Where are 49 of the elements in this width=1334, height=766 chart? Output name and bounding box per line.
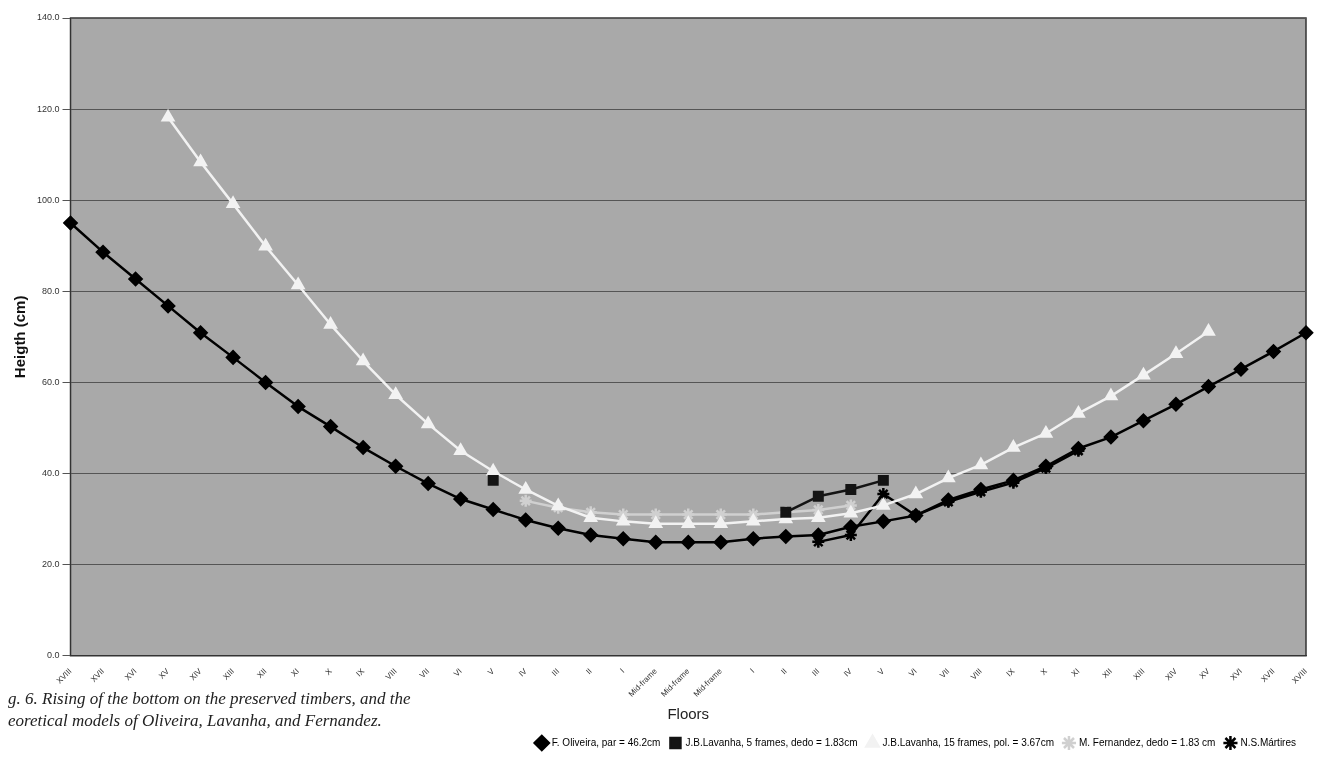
x-tick-label: III bbox=[810, 666, 822, 678]
legend-label: J.B.Lavanha, 15 frames, pol. = 3.67cm bbox=[882, 736, 1054, 748]
x-tick-label: VII bbox=[938, 666, 952, 681]
x-tick-label: XI bbox=[1069, 666, 1082, 679]
x-tick-label: XIV bbox=[1163, 666, 1180, 683]
x-tick-label: IV bbox=[516, 666, 530, 679]
x-tick-label: XI bbox=[289, 666, 302, 679]
x-tick-label: XIII bbox=[1131, 666, 1147, 682]
x-tick-label: IX bbox=[354, 666, 367, 679]
legend-label: M. Fernandez, dedo = 1.83 cm bbox=[1078, 736, 1216, 748]
y-tick-label: 80.0 bbox=[41, 285, 60, 296]
y-tick-label: 140.0 bbox=[36, 12, 60, 23]
legend-label: J.B.Lavanha, 5 frames, dedo = 1.83cm bbox=[685, 736, 858, 748]
x-tick-label: VI bbox=[451, 666, 464, 679]
y-tick-label: 0.0 bbox=[47, 650, 60, 661]
x-tick-label: VII bbox=[417, 666, 432, 681]
x-tick-label: VI bbox=[907, 666, 919, 679]
y-tick-label: 120.0 bbox=[36, 103, 60, 114]
x-tick-label: II bbox=[779, 666, 789, 677]
legend-label: N.S.Mártires bbox=[1240, 736, 1296, 748]
x-tick-label: X bbox=[1038, 666, 1050, 677]
x-tick-label: XVI bbox=[123, 666, 139, 683]
x-tick-label: IV bbox=[842, 666, 855, 679]
x-tick-label: XII bbox=[1100, 666, 1114, 681]
x-axis-title: Floors bbox=[667, 705, 710, 723]
x-tick-label: I bbox=[618, 666, 627, 675]
x-tick-label: XVI bbox=[1228, 666, 1244, 683]
y-axis-title: Heigth (cm) bbox=[11, 295, 29, 379]
x-tick-label: V bbox=[486, 666, 497, 677]
legend-label: F. Oliveira, par = 46.2cm bbox=[551, 736, 661, 748]
x-tick-label: XIV bbox=[188, 666, 205, 683]
x-tick-label: XV bbox=[1197, 666, 1212, 681]
x-tick-label: XIII bbox=[221, 666, 237, 682]
x-tick-label: V bbox=[876, 666, 887, 677]
x-tick-label: II bbox=[584, 666, 594, 677]
x-tick-label: X bbox=[323, 666, 335, 677]
text: g. 6. Rising of the bottom on the preserved timbers, and the bbox=[8, 688, 411, 710]
x-tick-label: VIII bbox=[383, 666, 399, 682]
x-tick-label: XV bbox=[157, 666, 172, 681]
y-tick-label: 60.0 bbox=[41, 376, 60, 387]
y-tick-label: 100.0 bbox=[36, 194, 60, 205]
x-tick-label: III bbox=[550, 666, 562, 678]
x-tick-label: I bbox=[748, 666, 757, 675]
text: eoretical models of Oliveira, Lavanha, and Fernandez. bbox=[8, 710, 383, 732]
y-tick-label: 20.0 bbox=[41, 559, 60, 570]
x-tick-label: VIII bbox=[968, 666, 984, 682]
x-tick-label: XII bbox=[255, 666, 269, 681]
y-tick-label: 40.0 bbox=[41, 468, 60, 479]
x-tick-label: IX bbox=[1004, 666, 1017, 679]
